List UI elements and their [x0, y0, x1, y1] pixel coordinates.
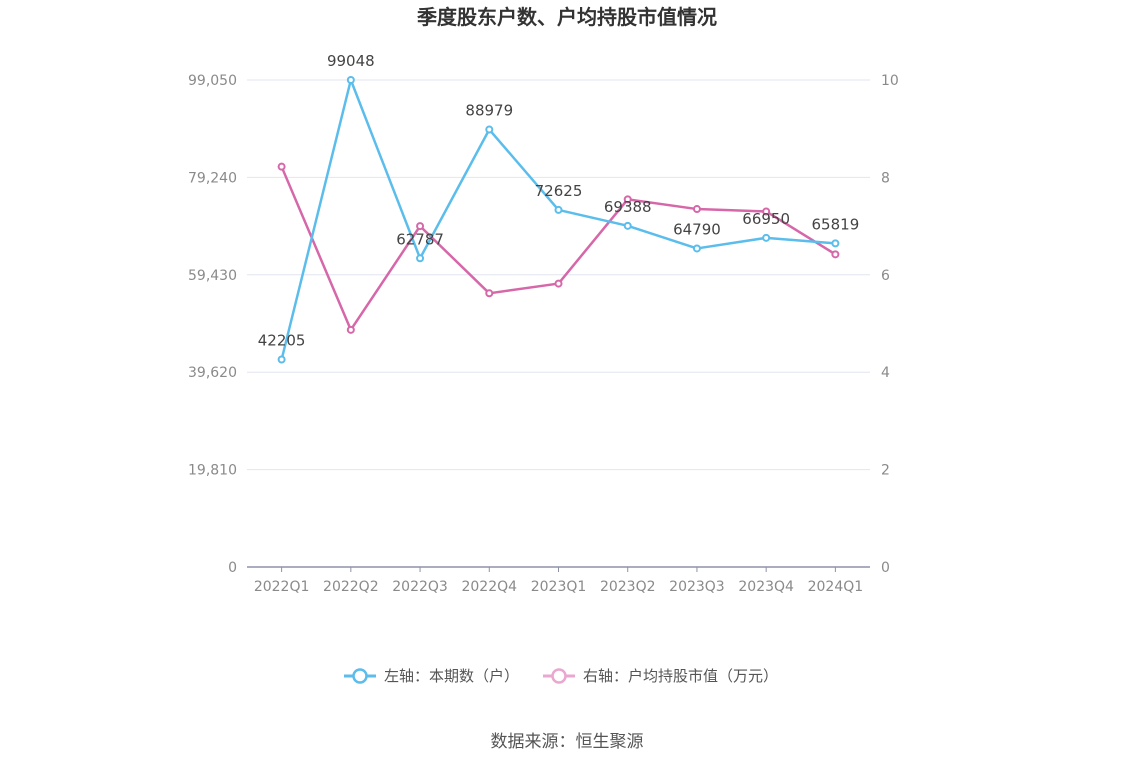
series-point-right[interactable]	[831, 250, 840, 259]
series-point-left[interactable]	[277, 355, 286, 364]
left-axis-tick-label: 0	[228, 560, 237, 576]
x-axis-tick-label: 2024Q1	[808, 579, 864, 595]
x-axis-tick-label: 2022Q4	[461, 579, 517, 595]
right-axis: 0 2 4 6 8 10	[881, 73, 899, 576]
data-label-left: 88979	[465, 102, 513, 120]
series-point-left[interactable]	[623, 221, 632, 230]
series-layer	[277, 76, 840, 364]
left-axis-tick-label: 59,430	[188, 268, 237, 284]
series-point-left[interactable]	[692, 244, 701, 253]
series-point-right[interactable]	[346, 325, 355, 334]
data-label-left: 69388	[604, 198, 652, 216]
series-point-right[interactable]	[485, 289, 494, 298]
data-label-left: 62787	[396, 230, 444, 248]
series-point-left[interactable]	[831, 239, 840, 248]
series-point-left[interactable]	[485, 125, 494, 134]
data-label-left: 42205	[258, 331, 306, 349]
series-point-right[interactable]	[554, 279, 563, 288]
legend: 左轴：本期数（户） 右轴：户均持股市值（万元）	[344, 667, 778, 685]
x-axis-tick-label: 2023Q4	[738, 579, 794, 595]
x-axis-tick-label: 2022Q2	[323, 579, 379, 595]
x-axis-tick-label: 2023Q3	[669, 579, 725, 595]
series-point-left[interactable]	[416, 254, 425, 263]
left-axis-tick-label: 79,240	[188, 170, 237, 186]
legend-marker-right	[551, 668, 567, 684]
x-axis-tick-label: 2023Q2	[600, 579, 656, 595]
x-axis-tick-label: 2022Q1	[254, 579, 310, 595]
grid	[247, 79, 870, 471]
series-point-right[interactable]	[692, 205, 701, 214]
data-label-left: 64790	[673, 220, 721, 238]
right-axis-tick-label: 10	[881, 73, 899, 89]
data-label-left: 66950	[742, 210, 790, 228]
series-point-left[interactable]	[762, 233, 771, 242]
legend-marker-left	[352, 668, 368, 684]
series-point-right[interactable]	[416, 222, 425, 231]
left-axis-tick-label: 99,050	[188, 73, 237, 89]
series-point-left[interactable]	[554, 205, 563, 214]
data-label-left: 65819	[812, 215, 860, 233]
x-axis: 2022Q1 2022Q2 2022Q3 2022Q4 2023Q1 2023Q2 2023…	[247, 566, 870, 595]
left-axis-tick-label: 39,620	[188, 365, 237, 381]
series-point-right[interactable]	[277, 162, 286, 171]
series-point-right[interactable]	[623, 195, 632, 204]
data-label-left: 99048	[327, 52, 375, 70]
left-axis-tick-label: 19,810	[188, 463, 237, 479]
legend-label-left: 左轴：本期数（户）	[384, 667, 519, 685]
source-note: 数据来源：恒生聚源	[491, 732, 644, 752]
series-point-right[interactable]	[762, 207, 771, 216]
legend-item-right-series[interactable]: 右轴：户均持股市值（万元）	[543, 667, 778, 685]
series-point-left[interactable]	[346, 76, 355, 85]
right-axis-tick-label: 6	[881, 268, 890, 284]
right-axis-tick-label: 8	[881, 170, 890, 186]
data-labels: 42205 99048 62787 88979 72625 69388 64790 66950…	[258, 52, 859, 349]
chart-title: 季度股东户数、户均持股市值情况	[416, 5, 717, 29]
x-axis-tick-label: 2022Q3	[392, 579, 448, 595]
data-label-left: 72625	[535, 182, 583, 200]
x-axis-tick-label: 2023Q1	[531, 579, 587, 595]
right-axis-tick-label: 0	[881, 560, 890, 576]
right-axis-tick-label: 4	[881, 365, 890, 381]
left-axis: 0 19,810 39,620 59,430 79,240 99,050	[188, 73, 237, 576]
legend-item-left-series[interactable]: 左轴：本期数（户）	[344, 667, 519, 685]
legend-label-right: 右轴：户均持股市值（万元）	[583, 667, 778, 685]
right-axis-tick-label: 2	[881, 463, 890, 479]
